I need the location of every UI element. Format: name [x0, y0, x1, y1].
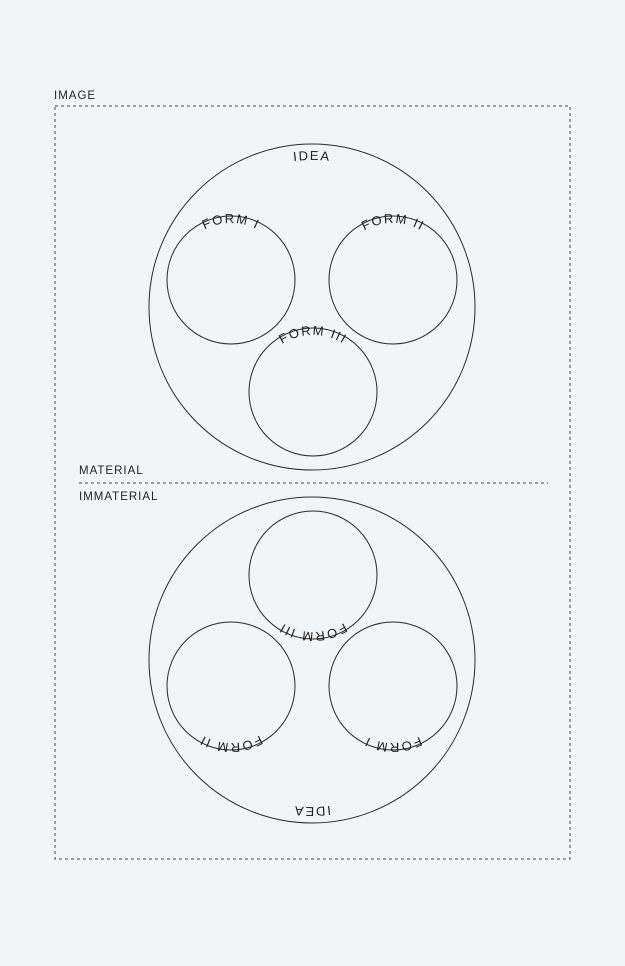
bottom-diagram: IDEA FORM I FORM II FORM III: [148, 496, 476, 824]
top-form-3-circle: [248, 327, 378, 457]
top-form-2-label: FORM II: [359, 211, 427, 234]
top-idea-label: IDEA: [292, 148, 331, 164]
bottom-form-2-circle: [166, 621, 296, 751]
bottom-form-3-circle: [248, 510, 378, 640]
material-label: MATERIAL: [79, 465, 144, 477]
top-form-2-circle: [328, 215, 458, 345]
top-form-1-label: FORM I: [200, 211, 263, 232]
bottom-idea-label: IDEA: [293, 803, 332, 819]
bottom-form-1-circle: [328, 621, 458, 751]
top-idea-circle: [148, 143, 476, 471]
immaterial-label: IMMATERIAL: [79, 491, 158, 503]
bottom-form-3-label: FORM III: [276, 620, 350, 644]
top-form-3-label: FORM III: [276, 323, 350, 347]
image-label: IMAGE: [54, 90, 96, 102]
image-frame: [54, 105, 571, 860]
top-form-1-circle: [166, 215, 296, 345]
bottom-form-1-label: FORM I: [361, 734, 424, 755]
bottom-form-2-label: FORM II: [197, 733, 265, 756]
top-diagram: IDEA FORM I FORM II FORM III: [148, 143, 476, 471]
bottom-idea-circle: [148, 496, 476, 824]
